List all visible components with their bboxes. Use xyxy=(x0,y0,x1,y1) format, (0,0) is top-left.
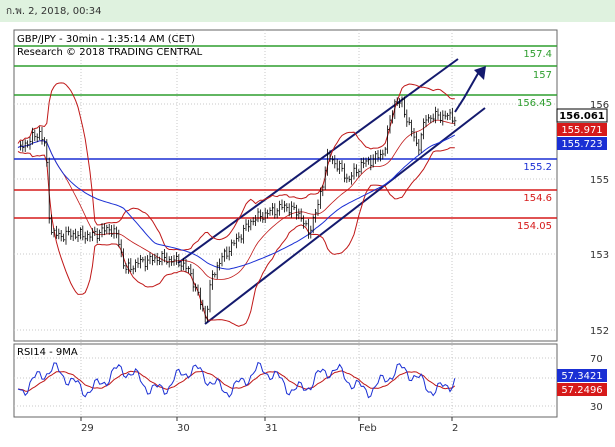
level-label-154-6: 154.6 xyxy=(523,193,552,204)
level-label-154-05: 154.05 xyxy=(517,221,552,232)
svg-text:155.971: 155.971 xyxy=(561,125,602,136)
bollinger-upper-band xyxy=(17,82,455,251)
chart-title: GBP/JPY - 30min - 1:35:14 AM (CET) xyxy=(17,34,195,45)
x-tick-31: 31 xyxy=(265,423,278,434)
rsi-line xyxy=(17,361,456,399)
projection-arrow xyxy=(454,66,486,113)
rsi-gridlines xyxy=(14,357,557,407)
level-label-155-2: 155.2 xyxy=(523,162,552,173)
price-tick-155: 155 xyxy=(590,175,609,186)
rsi-title: RSI14 - 9MA xyxy=(17,347,78,358)
support-lines xyxy=(14,189,557,219)
price-badge-red: 155.971 xyxy=(557,123,607,136)
channel-lower-line xyxy=(204,107,486,325)
rsi-ma-line xyxy=(17,370,456,392)
price-tick-156: 156 xyxy=(590,100,609,111)
x-tick-29: 29 xyxy=(81,423,94,434)
svg-text:57.2496: 57.2496 xyxy=(561,385,602,396)
level-label-156-45: 156.45 xyxy=(517,98,552,109)
price-gridlines xyxy=(14,103,557,331)
x-tick-feb: Feb xyxy=(359,423,377,434)
price-tick-152: 152 xyxy=(590,326,609,337)
moving-average-line xyxy=(17,134,456,270)
svg-text:156.061: 156.061 xyxy=(559,111,605,122)
bollinger-middle-band xyxy=(17,119,455,281)
x-axis-ticks xyxy=(80,417,453,421)
level-label-157-4: 157.4 xyxy=(523,49,552,60)
status-bar: ก.พ. 2, 2018, 00:34 xyxy=(0,0,615,22)
timestamp: ก.พ. 2, 2018, 00:34 xyxy=(6,6,102,17)
rsi-badge-blue: 57.3421 xyxy=(557,369,607,382)
moving-average xyxy=(17,134,456,270)
rsi-badge-red: 57.2496 xyxy=(557,383,607,396)
x-tick-2: 2 xyxy=(452,423,458,434)
price-badge-blue: 155.723 xyxy=(557,137,607,150)
price-tick-153: 153 xyxy=(590,250,609,261)
price-candles xyxy=(19,96,457,323)
trend-channel xyxy=(177,58,486,325)
rsi-tick-70: 70 xyxy=(590,354,603,365)
chart-copyright: Research © 2018 TRADING CENTRAL xyxy=(17,47,203,58)
rsi-lines xyxy=(17,361,456,399)
svg-text:57.3421: 57.3421 xyxy=(561,371,602,382)
rsi-tick-30: 30 xyxy=(590,402,603,413)
level-label-157: 157 xyxy=(533,70,552,81)
rsi-panel-frame xyxy=(13,343,558,418)
price-badge-last: 156.061 xyxy=(556,108,608,123)
channel-upper-line xyxy=(177,58,459,264)
svg-text:155.723: 155.723 xyxy=(561,139,602,150)
x-tick-30: 30 xyxy=(177,423,190,434)
